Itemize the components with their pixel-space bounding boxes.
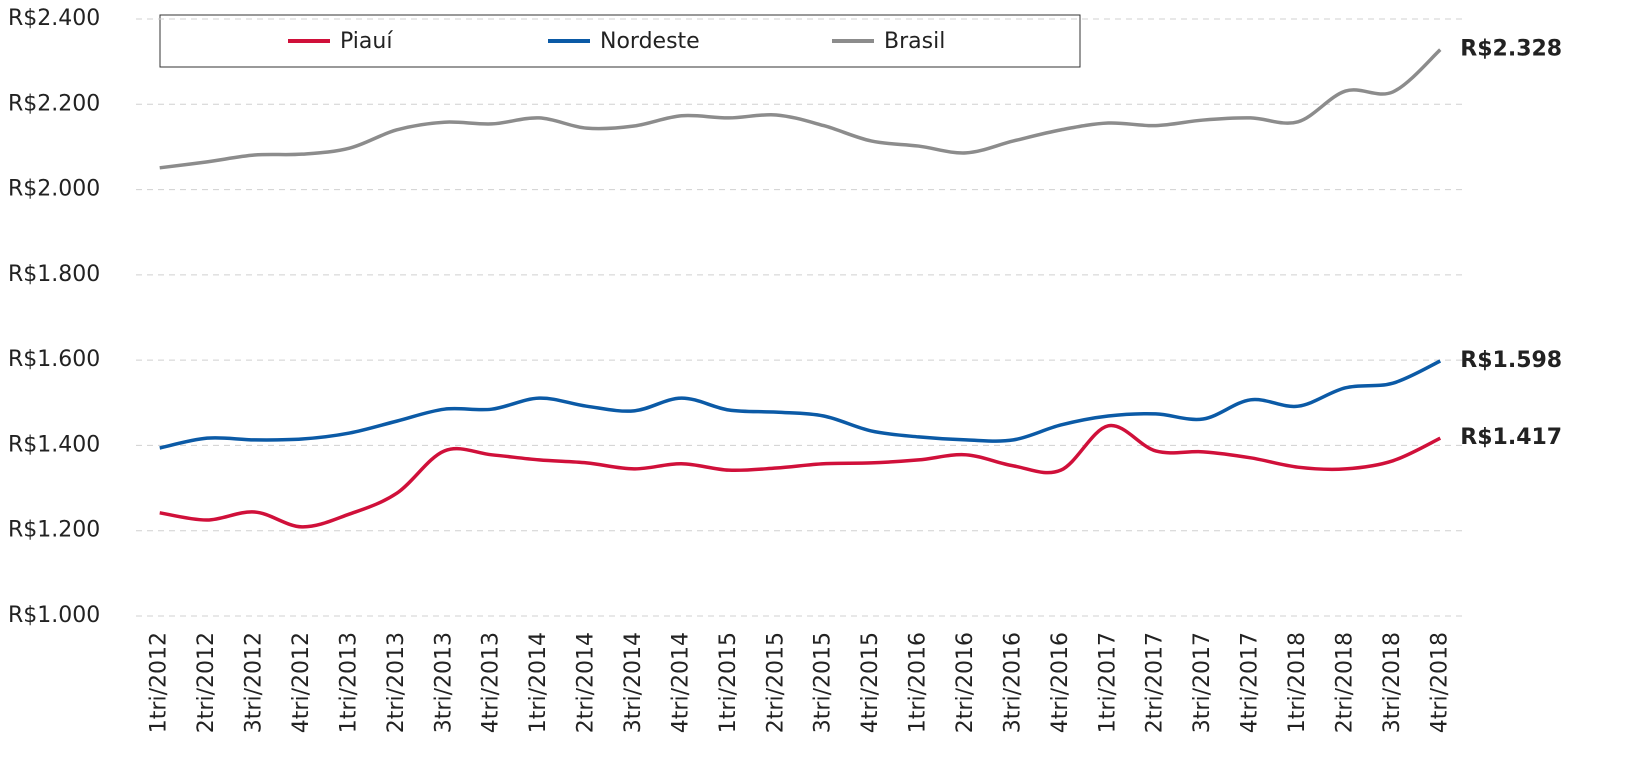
y-tick-label: R$2.200 <box>8 91 100 116</box>
data-label: R$1.598 <box>1460 348 1562 373</box>
y-tick-label: R$2.400 <box>8 6 100 31</box>
x-tick-label: 4tri/2016 <box>1048 632 1073 733</box>
series-line <box>159 359 1442 450</box>
x-tick-label: 3tri/2013 <box>431 632 456 733</box>
legend-label: Nordeste <box>600 29 700 54</box>
y-tick-label: R$1.600 <box>8 347 100 372</box>
x-tick-label: 2tri/2014 <box>574 632 599 733</box>
x-tick-label: 3tri/2012 <box>242 632 267 733</box>
y-tick-label: R$1.800 <box>8 262 100 287</box>
x-tick-label: 3tri/2018 <box>1380 632 1405 733</box>
y-tick-label: R$2.000 <box>8 177 100 202</box>
x-tick-label: 2tri/2017 <box>1143 632 1168 733</box>
x-tick-label: 2tri/2016 <box>953 632 978 733</box>
x-tick-label: 3tri/2017 <box>1190 632 1215 733</box>
y-tick-label: R$1.400 <box>8 432 100 457</box>
x-tick-label: 4tri/2012 <box>289 632 314 733</box>
legend-label: Brasil <box>884 29 945 54</box>
x-tick-label: 1tri/2014 <box>526 632 551 733</box>
x-tick-label: 4tri/2014 <box>668 632 693 733</box>
x-tick-label: 2tri/2012 <box>194 632 219 733</box>
x-tick-label: 2tri/2013 <box>384 632 409 733</box>
y-tick-label: R$1.200 <box>8 518 100 543</box>
x-tick-label: 1tri/2018 <box>1285 632 1310 733</box>
x-tick-label: 3tri/2016 <box>1000 632 1025 733</box>
y-tick-label: R$1.000 <box>8 603 100 628</box>
data-label: R$2.328 <box>1460 37 1562 62</box>
x-tick-label: 3tri/2015 <box>811 632 836 733</box>
x-tick-label: 1tri/2013 <box>336 632 361 733</box>
x-tick-label: 4tri/2013 <box>479 632 504 733</box>
legend-label: Piauí <box>340 29 393 54</box>
x-tick-label: 2tri/2015 <box>763 632 788 733</box>
x-tick-label: 1tri/2015 <box>716 632 741 733</box>
x-tick-label: 4tri/2017 <box>1238 632 1263 733</box>
series-line <box>159 48 1442 170</box>
x-tick-label: 4tri/2015 <box>858 632 883 733</box>
x-tick-label: 2tri/2018 <box>1332 632 1357 733</box>
x-tick-label: 4tri/2018 <box>1427 632 1452 733</box>
x-tick-label: 1tri/2012 <box>147 632 172 733</box>
x-tick-label: 3tri/2014 <box>621 632 646 733</box>
x-tick-label: 1tri/2017 <box>1095 632 1120 733</box>
x-tick-label: 1tri/2016 <box>906 632 931 733</box>
series-line <box>159 424 1442 529</box>
data-label: R$1.417 <box>1460 425 1562 450</box>
